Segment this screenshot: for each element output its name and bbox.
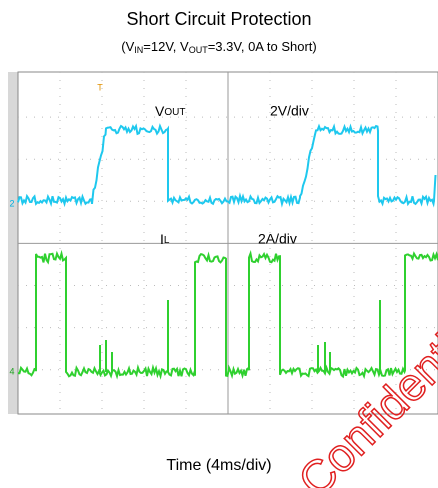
trigger-marker: T: [97, 82, 103, 92]
x-axis-label: Time (4ms/div): [166, 457, 271, 474]
scope-screen: [8, 72, 438, 414]
label-sub: OUT: [164, 107, 185, 118]
channel-2-scale: 2A/div: [258, 231, 297, 247]
subtitle-part: =3.3V, 0A to Short): [208, 39, 317, 54]
subtitle-part: =12V, V: [143, 39, 189, 54]
channel-2-marker: 4: [9, 366, 14, 376]
subtitle-part: (V: [121, 39, 134, 54]
label-sub: L: [164, 235, 170, 246]
subtitle-sub: IN: [134, 45, 143, 55]
subtitle-sub: OUT: [189, 45, 209, 55]
chart-subtitle: (VIN=12V, VOUT=3.3V, 0A to Short): [121, 39, 316, 55]
channel-1-marker: 2: [9, 198, 14, 208]
scope-chart: Short Circuit Protection (VIN=12V, VOUT=…: [0, 0, 438, 488]
channel-1-scale: 2V/div: [270, 103, 309, 119]
chart-title: Short Circuit Protection: [126, 9, 311, 29]
side-strip: [8, 72, 18, 414]
